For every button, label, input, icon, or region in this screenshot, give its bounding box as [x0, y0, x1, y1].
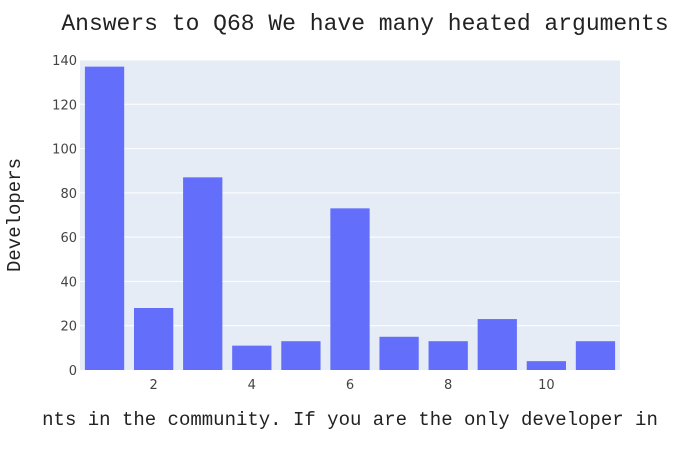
x-tick-label: 10: [538, 378, 555, 393]
x-axis-label: nts in the community. If you are the onl…: [42, 409, 658, 431]
x-tick-label: 2: [149, 378, 157, 393]
bar: [84, 66, 125, 371]
y-axis-ticks: 0 20 40 60 80 100 120 140: [52, 54, 77, 379]
y-axis-label: Developers: [4, 158, 26, 272]
bar: [526, 361, 566, 370]
bar: [330, 208, 370, 370]
y-tick-label: 140: [52, 54, 77, 69]
chart-title: Answers to Q68 We have many heated argum…: [61, 11, 668, 37]
bar: [379, 336, 419, 370]
y-tick-label: 40: [60, 275, 77, 290]
y-tick-label: 120: [52, 98, 77, 113]
y-tick-label: 80: [60, 187, 77, 202]
bar: [134, 308, 174, 370]
y-tick-label: 100: [52, 143, 77, 158]
bars: [84, 66, 616, 371]
x-tick-label: 8: [444, 378, 452, 393]
y-tick-label: 60: [60, 231, 77, 246]
x-tick-label: 6: [346, 378, 354, 393]
bar: [477, 319, 517, 370]
y-tick-label: 20: [60, 320, 77, 335]
bar: [428, 341, 468, 370]
bar: [575, 341, 616, 370]
bar: [183, 177, 223, 370]
bar: [232, 345, 272, 370]
x-tick-label: 4: [248, 378, 256, 393]
bar: [281, 341, 321, 370]
y-tick-label: 0: [69, 364, 77, 379]
x-axis-ticks: 2 4 6 8 10: [149, 378, 554, 393]
